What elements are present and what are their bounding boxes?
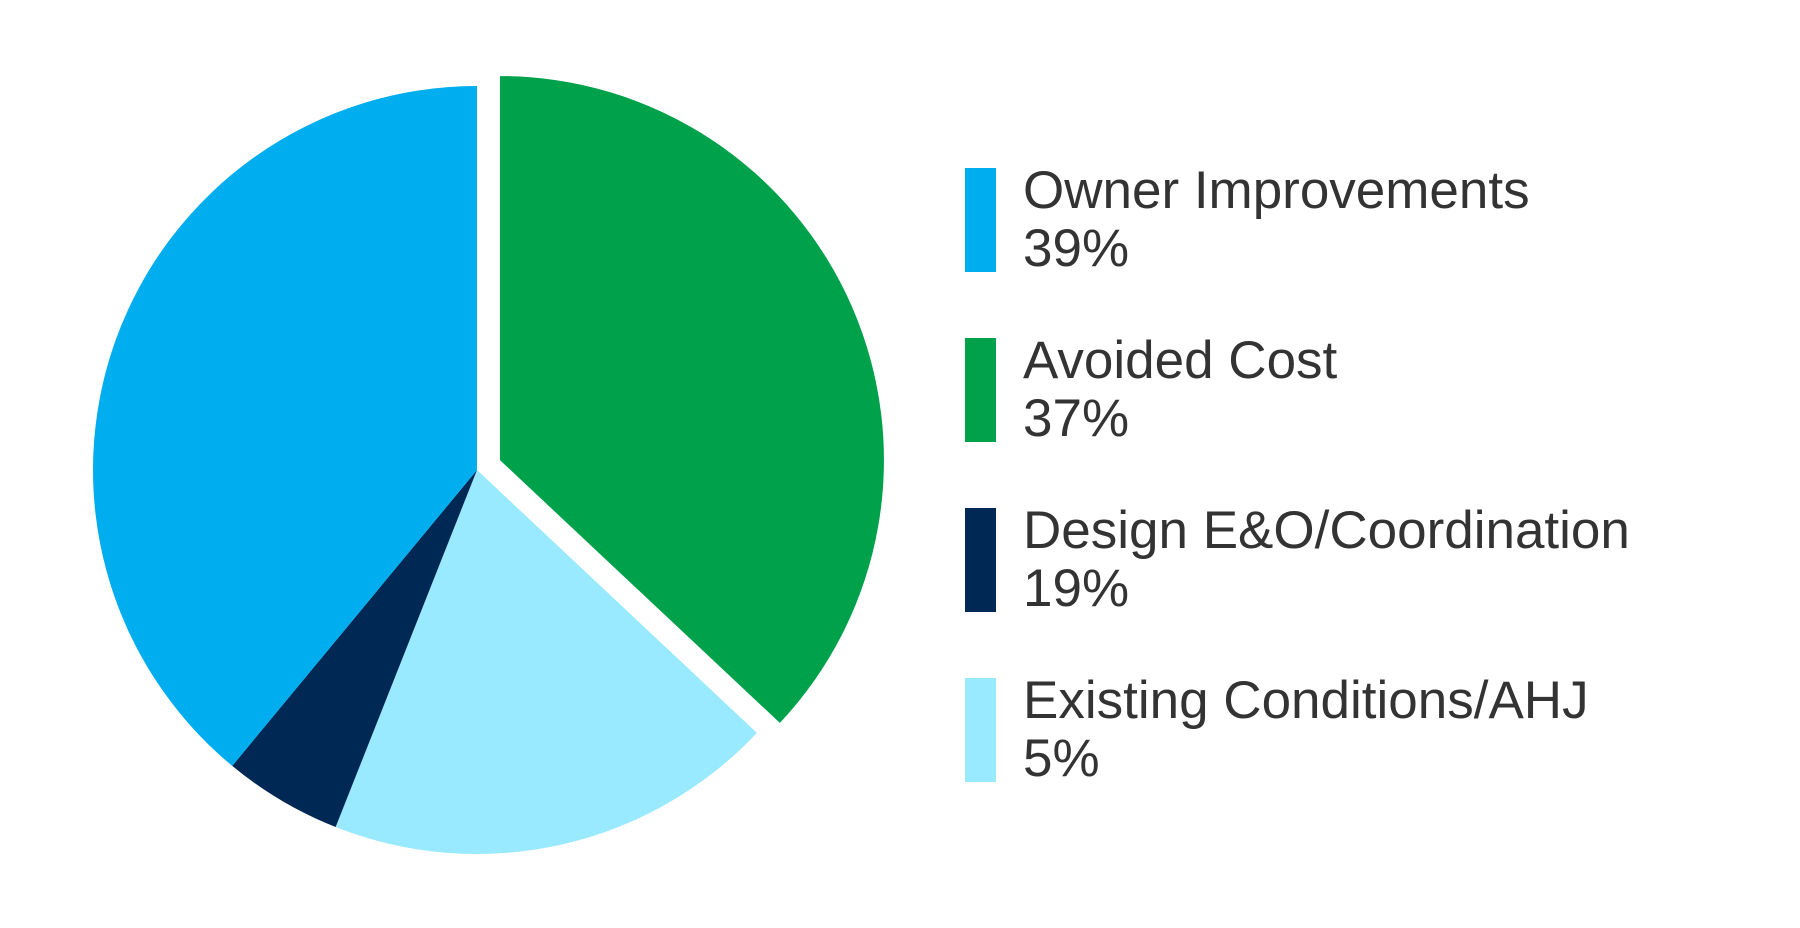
legend-swatch [965, 508, 996, 612]
pie-slice-design-e-o-coordination [232, 470, 477, 828]
legend-text: Design E&O/Coordination 19% [1023, 502, 1630, 618]
legend-item-existing-conditions-ahj: Existing Conditions/AHJ 5% [965, 672, 1725, 788]
legend-label: Design E&O/Coordination [1023, 501, 1630, 560]
pie-slice-avoided-cost [499, 76, 884, 723]
legend-swatch [965, 338, 996, 442]
legend-value: 37% [1023, 389, 1130, 448]
legend-text: Owner Improvements 39% [1023, 162, 1530, 278]
legend-label: Avoided Cost [1023, 331, 1338, 390]
legend-text: Existing Conditions/AHJ 5% [1023, 672, 1589, 788]
pie-slice-existing-conditions-ahj [335, 470, 757, 854]
legend-label: Existing Conditions/AHJ [1023, 671, 1589, 730]
pie-slice-owner-improvements [92, 85, 477, 766]
legend-item-owner-improvements: Owner Improvements 39% [965, 162, 1725, 278]
legend-label: Owner Improvements [1023, 161, 1530, 220]
legend-item-avoided-cost: Avoided Cost 37% [965, 332, 1725, 448]
legend-swatch [965, 678, 996, 782]
legend-value: 39% [1023, 219, 1130, 278]
pie-slices [92, 76, 884, 854]
legend-text: Avoided Cost 37% [1023, 332, 1337, 448]
legend-swatch [965, 168, 996, 272]
legend-value: 19% [1023, 559, 1130, 618]
legend: Owner Improvements 39% Avoided Cost 37% … [965, 162, 1725, 842]
legend-item-design-eo-coordination: Design E&O/Coordination 19% [965, 502, 1725, 618]
legend-value: 5% [1023, 729, 1100, 788]
